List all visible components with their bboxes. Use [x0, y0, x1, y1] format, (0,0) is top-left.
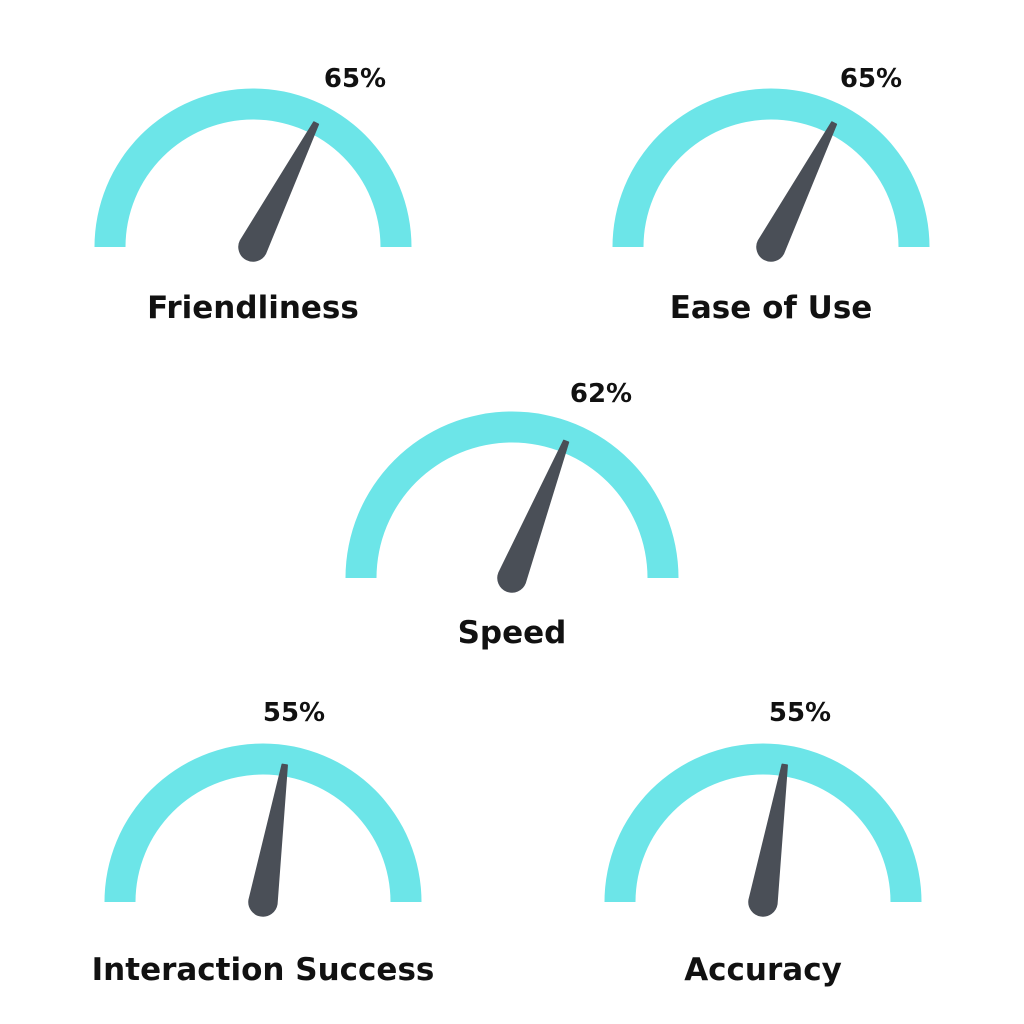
- gauge-needle: [238, 121, 320, 262]
- gauge-title: Ease of Use: [670, 290, 873, 326]
- gauge-ease-of-use: 65% Ease of Use: [612, 64, 930, 326]
- gauge-needle: [497, 439, 570, 593]
- gauge-title: Accuracy: [684, 952, 842, 988]
- gauge-title: Interaction Success: [92, 952, 435, 988]
- gauge-value-label: 55%: [263, 698, 325, 728]
- gauge-accuracy: 55% Accuracy: [604, 698, 922, 988]
- gauge-value-label: 65%: [840, 64, 902, 94]
- gauge-value-label: 65%: [324, 64, 386, 94]
- gauge-arc: [104, 743, 422, 902]
- gauge-arc: [94, 88, 412, 247]
- gauge-arc: [345, 411, 679, 578]
- gauge-arc: [612, 88, 930, 247]
- gauge-title: Friendliness: [147, 290, 359, 326]
- gauge-friendliness: 65% Friendliness: [94, 64, 412, 326]
- gauge-value-label: 62%: [570, 379, 632, 409]
- gauge-needle: [248, 763, 288, 917]
- gauge-needle: [748, 763, 788, 917]
- gauge-arc: [604, 743, 922, 902]
- gauge-speed: 62% Speed: [345, 379, 679, 651]
- gauge-interaction-success: 55% Interaction Success: [92, 698, 435, 988]
- gauge-needle: [756, 121, 838, 262]
- gauge-title: Speed: [458, 615, 567, 651]
- gauge-value-label: 55%: [769, 698, 831, 728]
